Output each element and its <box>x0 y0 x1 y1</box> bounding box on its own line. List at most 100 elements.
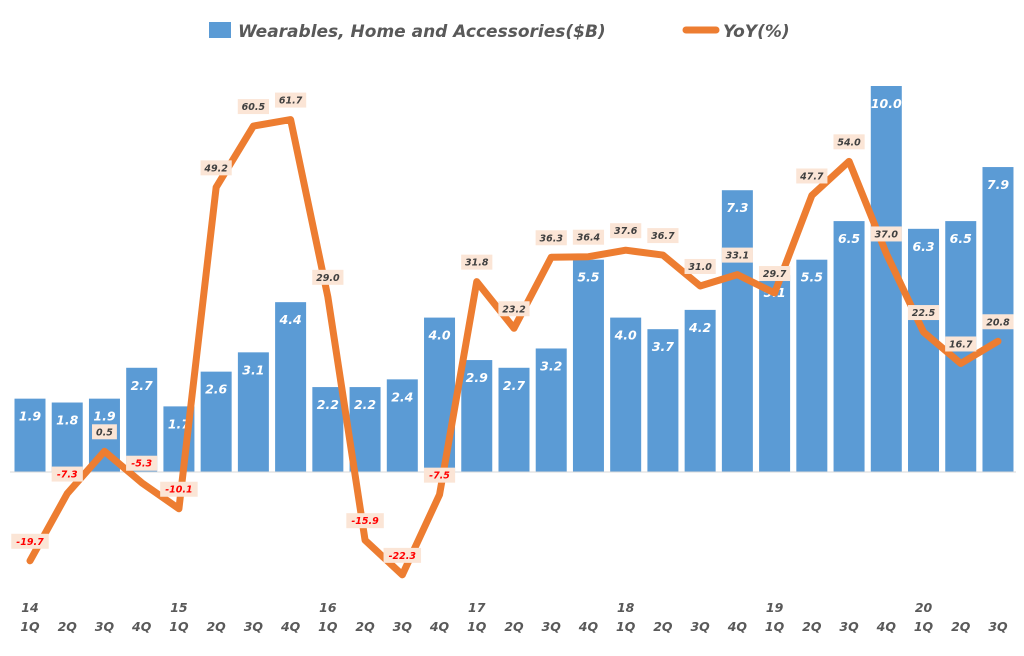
legend-bar-swatch <box>209 22 231 38</box>
quarter-tick-label: 2Q <box>355 619 375 634</box>
yoy-value-label: 0.5 <box>96 427 113 438</box>
yoy-value-label: -19.7 <box>16 537 44 548</box>
bar-value-label: 7.9 <box>987 177 1009 192</box>
bar <box>275 302 307 472</box>
bar <box>51 402 83 472</box>
bar-value-label: 6.3 <box>912 239 934 254</box>
bar-value-label: 7.3 <box>726 200 748 215</box>
yoy-label-box <box>907 305 940 321</box>
yoy-label-box <box>796 168 828 184</box>
quarter-tick-label: 1Q <box>318 619 338 634</box>
yoy-value-label: 29.0 <box>316 273 340 284</box>
yoy-label-box <box>423 467 456 483</box>
quarter-tick-label: 3Q <box>839 619 859 634</box>
bar-value-label: 10.0 <box>871 96 902 111</box>
bar-value-label: 1.8 <box>56 413 78 428</box>
bar <box>461 360 493 472</box>
yoy-label-box <box>160 481 198 497</box>
yoy-label-box <box>759 266 791 282</box>
yoy-value-label: -5.3 <box>131 459 152 470</box>
yoy-value-label: 16.7 <box>949 339 973 350</box>
yoy-value-label: 60.5 <box>242 102 266 113</box>
yoy-value-label: 20.8 <box>986 317 1010 328</box>
bar <box>126 367 158 472</box>
yoy-value-label: 36.3 <box>539 233 563 244</box>
quarter-tick-label: 1Q <box>169 619 189 634</box>
bar-value-label: 1.9 <box>19 409 41 424</box>
yoy-label-box <box>982 314 1014 330</box>
quarter-tick-label: 2Q <box>206 619 226 634</box>
bar-value-label: 2.2 <box>317 397 339 412</box>
bar <box>237 352 269 472</box>
bar-value-label: 4.4 <box>279 312 302 327</box>
yoy-label-box <box>647 228 679 244</box>
yoy-label-box <box>200 160 232 176</box>
bar <box>498 367 530 472</box>
year-tick-label: 17 <box>468 600 486 615</box>
yoy-value-label: 36.7 <box>651 231 675 242</box>
bar <box>386 379 418 472</box>
yoy-value-label: 33.1 <box>726 251 749 262</box>
legend-bar-label: Wearables, Home and Accessories($B) <box>238 22 606 42</box>
quarter-tick-label: 4Q <box>429 619 450 634</box>
bar-value-label: 4.0 <box>614 328 637 343</box>
yoy-label-box <box>237 99 269 115</box>
bar-value-label: 3.7 <box>652 339 674 354</box>
quarter-tick-label: 2Q <box>58 619 78 634</box>
yoy-value-label: 54.0 <box>837 137 861 148</box>
yoy-label-box <box>92 424 117 440</box>
bar-value-label: 5.5 <box>577 270 599 285</box>
yoy-label-box <box>126 455 158 471</box>
bar <box>684 309 716 472</box>
bar <box>200 371 232 472</box>
bar-value-label: 2.6 <box>205 382 227 397</box>
bar-value-label: 6.5 <box>950 231 972 246</box>
quarter-tick-label: 3Q <box>690 619 710 634</box>
bar-value-label: 2.7 <box>503 378 525 393</box>
yoy-value-label: 31.0 <box>688 262 712 273</box>
bar <box>647 329 679 472</box>
bar-value-label: 3.1 <box>242 362 264 377</box>
quarter-tick-label: 1Q <box>467 619 487 634</box>
quarter-tick-label: 4Q <box>876 619 897 634</box>
quarter-tick-label: 3Q <box>393 619 413 634</box>
yoy-label-box <box>721 247 753 263</box>
bar <box>833 221 865 472</box>
bar <box>610 317 642 472</box>
yoy-label-box <box>945 336 977 352</box>
quarter-tick-label: 4Q <box>280 619 301 634</box>
yoy-value-label: 61.7 <box>279 96 303 107</box>
quarter-tick-label: 3Q <box>542 619 562 634</box>
yoy-label-box <box>498 301 530 317</box>
bar <box>312 387 344 472</box>
legend: Wearables, Home and Accessories($B) YoY(… <box>209 22 790 42</box>
yoy-label-box <box>833 134 865 150</box>
quarter-tick-label: 3Q <box>988 619 1008 634</box>
quarter-tick-label: 2Q <box>951 619 971 634</box>
yoy-value-label: 49.2 <box>203 163 228 174</box>
yoy-value-label: -22.3 <box>389 551 417 562</box>
yoy-value-label: 31.8 <box>465 258 489 269</box>
year-tick-label: 19 <box>766 600 784 615</box>
quarter-tick-label: 3Q <box>244 619 264 634</box>
yoy-label-box <box>383 547 422 563</box>
bar-value-label: 6.5 <box>838 231 860 246</box>
bar-value-label: 4.0 <box>427 328 450 343</box>
bar <box>14 398 46 472</box>
yoy-label-box <box>51 466 83 482</box>
bar <box>796 259 828 472</box>
bar-value-label: 1.7 <box>168 416 190 431</box>
yoy-line <box>26 116 1002 579</box>
bar-value-label: 2.9 <box>466 370 488 385</box>
quarter-tick-label: 4Q <box>578 619 599 634</box>
yoy-value-label: -15.9 <box>351 516 379 527</box>
quarter-tick-label: 4Q <box>727 619 748 634</box>
year-tick-label: 14 <box>21 600 38 615</box>
yoy-value-label: -10.1 <box>165 485 192 496</box>
bar <box>759 275 791 472</box>
yoy-label-box <box>535 230 567 246</box>
quarter-tick-label: 2Q <box>802 619 822 634</box>
year-tick-label: 15 <box>170 600 188 615</box>
yoy-value-label: 23.2 <box>502 304 526 315</box>
